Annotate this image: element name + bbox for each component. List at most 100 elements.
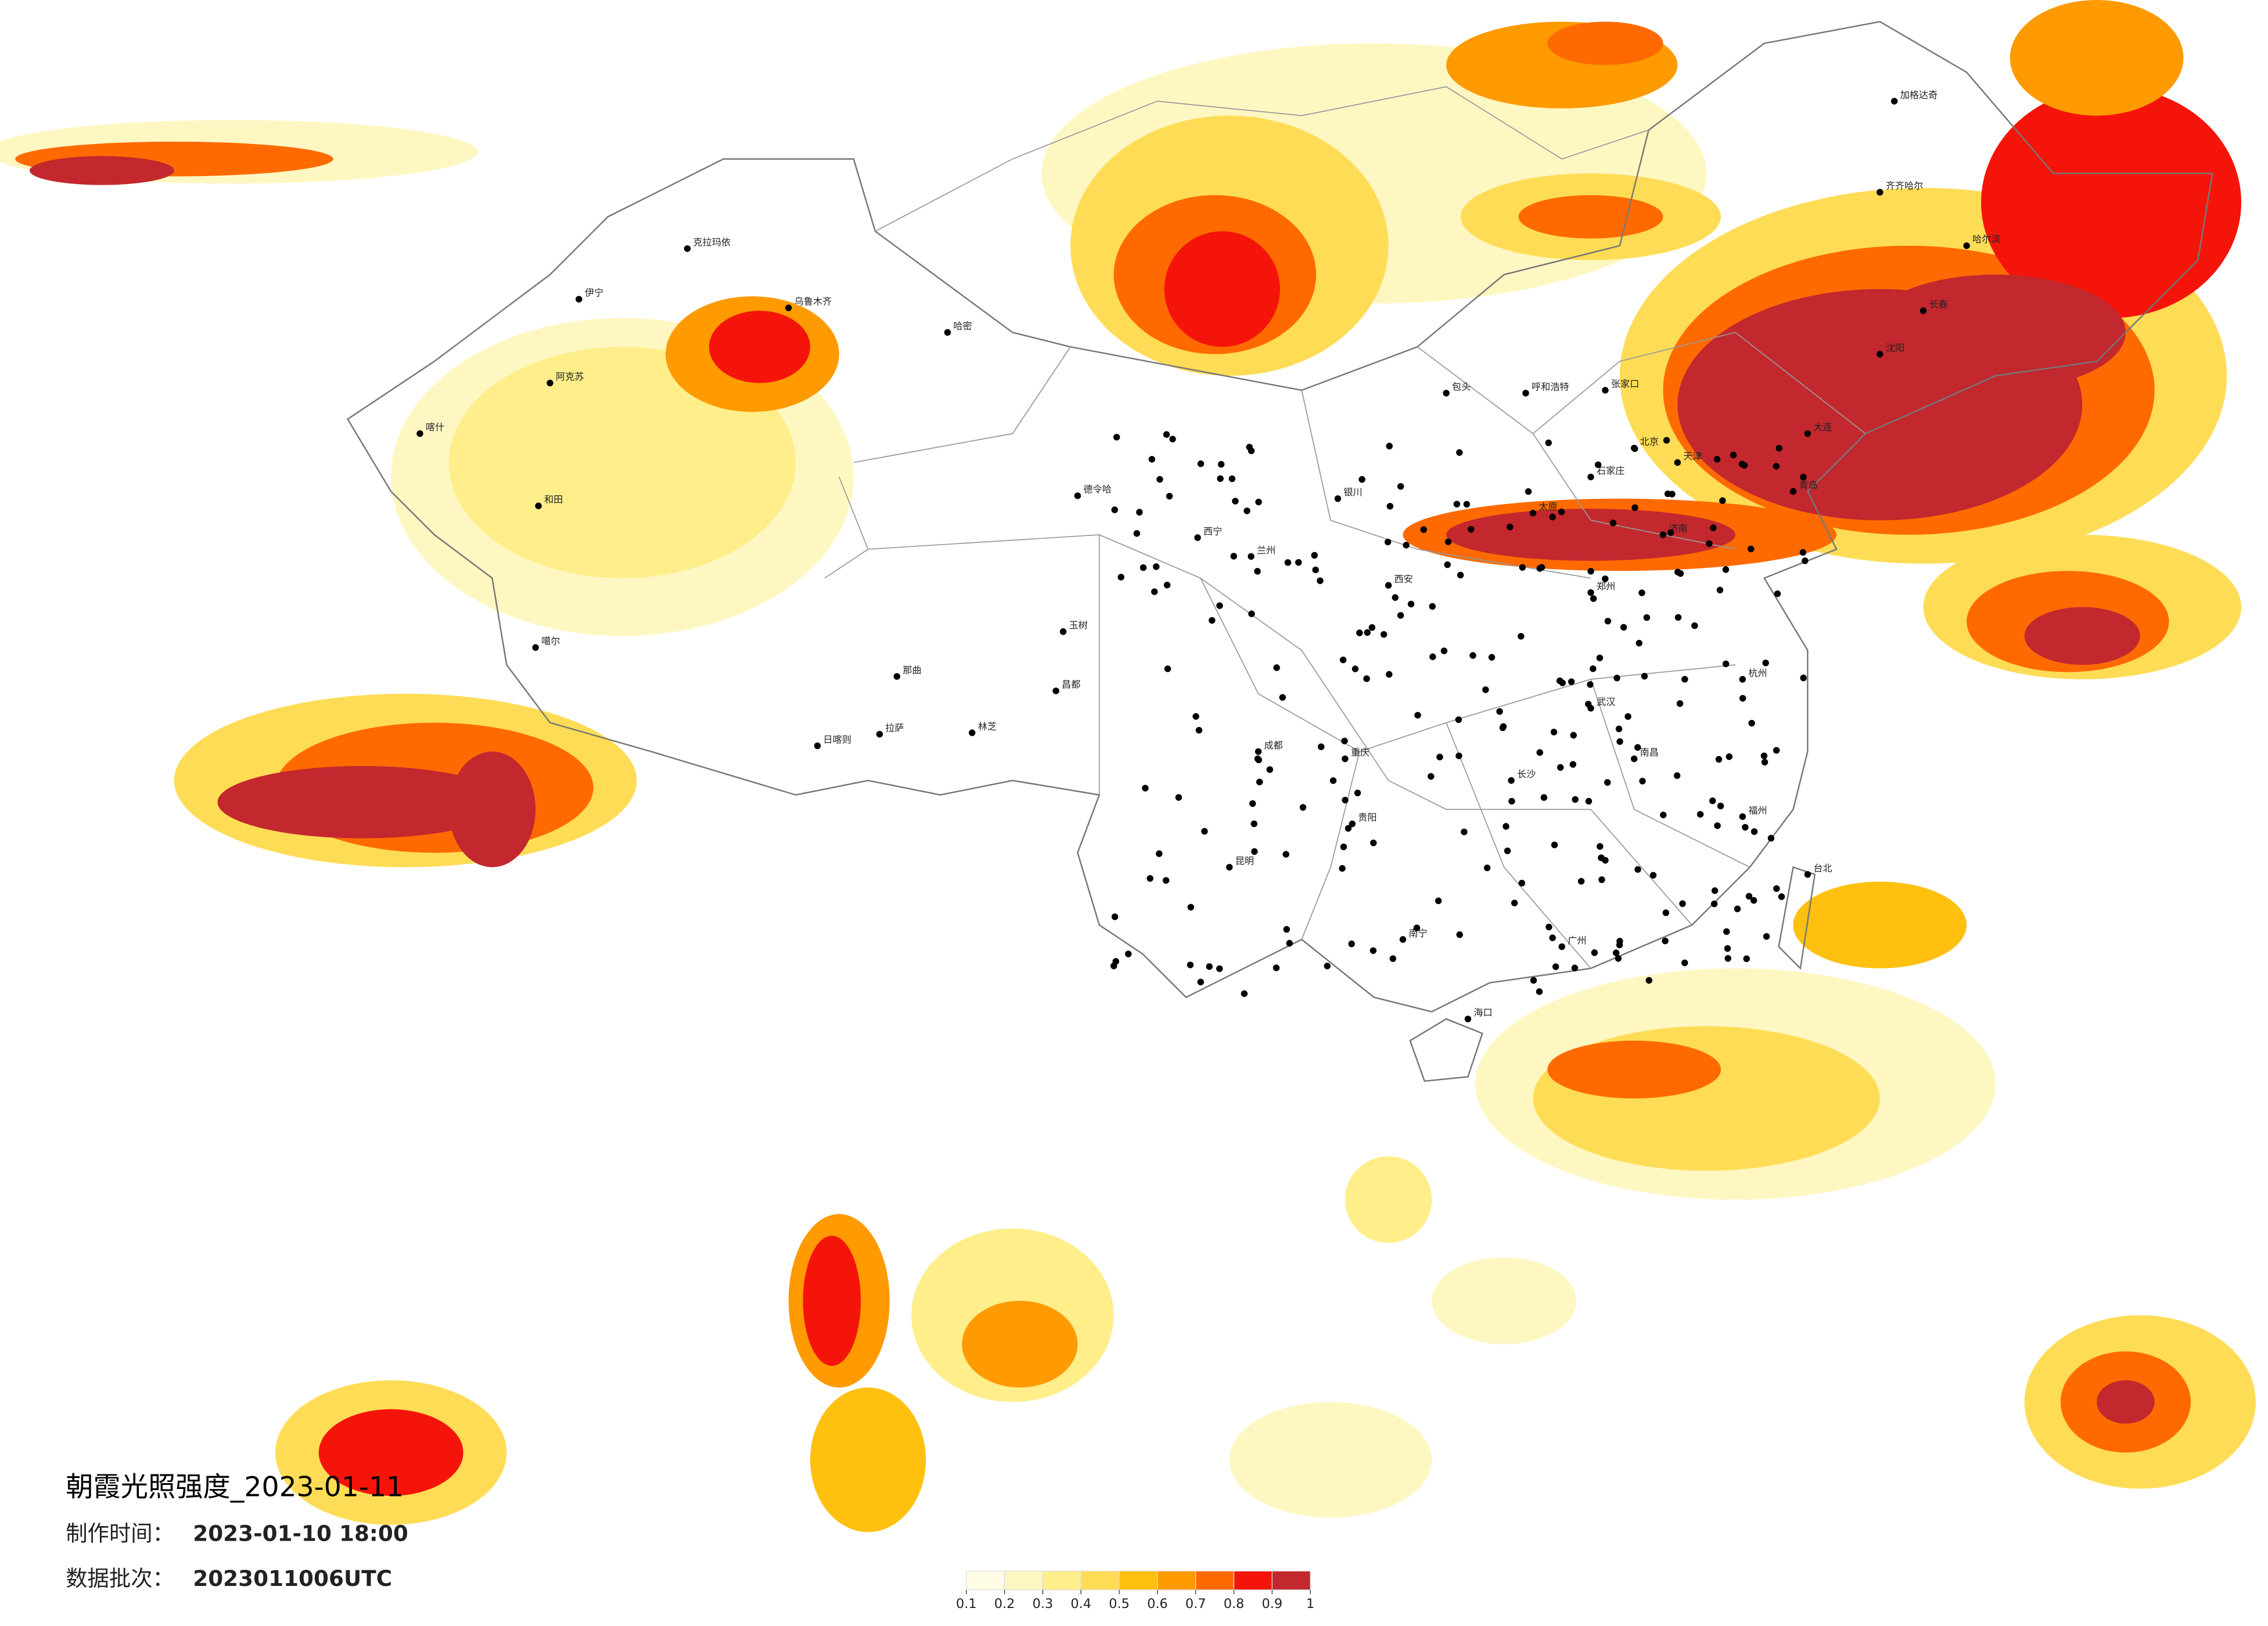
city-dot (1552, 963, 1559, 970)
city-dot (1312, 566, 1319, 574)
city-dot (1345, 825, 1352, 832)
city-dot (1151, 588, 1158, 595)
city-label: 海口 (1473, 1007, 1492, 1018)
city-dot (1156, 476, 1163, 483)
city-dot (1681, 675, 1688, 683)
city-dot (1354, 789, 1361, 797)
city-label: 乌鲁木齐 (795, 296, 832, 307)
city-dot (1616, 738, 1623, 745)
city-dot (1197, 979, 1205, 985)
batch: 2023011006UTC (193, 1566, 392, 1591)
intensity-area (29, 156, 174, 185)
city-label: 长春 (1929, 299, 1947, 310)
city-dot (944, 329, 951, 336)
city-dot (1249, 800, 1256, 807)
legend-tick-label: 0.9 (1262, 1596, 1283, 1611)
city-dot (1358, 476, 1365, 483)
city-dot (1206, 963, 1213, 970)
city-dot (1052, 687, 1059, 695)
city-label: 林芝 (978, 721, 997, 732)
city-dot (1602, 387, 1609, 394)
city-dot (1356, 629, 1363, 636)
city-label: 喀什 (426, 422, 444, 433)
city-dot (1461, 828, 1468, 836)
city-dot (1549, 934, 1556, 941)
city-dot (1662, 937, 1669, 945)
city-dot (1715, 756, 1723, 763)
city-label: 青岛 (1799, 480, 1817, 491)
city-dot (1743, 955, 1750, 962)
city-label: 银川 (1343, 487, 1362, 498)
city-dot (1286, 940, 1293, 947)
intensity-area (810, 1387, 926, 1533)
intensity-area (962, 1301, 1078, 1388)
city-dot (1634, 866, 1641, 873)
city-dot (1558, 508, 1565, 516)
city-dot (1317, 743, 1325, 750)
city-dot (1148, 456, 1156, 463)
legend-tick-label: 0.3 (1033, 1596, 1054, 1611)
city-dot (1349, 820, 1356, 828)
city-dot (1348, 940, 1355, 948)
city-dot (1317, 577, 1324, 584)
city-dot (1773, 463, 1780, 470)
city-label: 武汉 (1597, 696, 1615, 707)
city-dot (1598, 876, 1605, 883)
legend-swatch (1042, 1570, 1081, 1591)
city-dot (1389, 955, 1397, 962)
city-dot (1435, 897, 1442, 904)
city-dot (1667, 529, 1674, 536)
legend-swatch (1080, 1570, 1120, 1591)
legend-swatch (1271, 1570, 1311, 1591)
city-dot (1256, 778, 1263, 786)
city-dot (1594, 461, 1602, 469)
city-dot (1420, 526, 1428, 533)
city-dot (1639, 778, 1646, 785)
city-label: 成都 (1264, 740, 1283, 751)
city-dot (1706, 540, 1713, 547)
city-dot (1587, 473, 1594, 481)
city-dot (1342, 755, 1349, 762)
city-label: 噶尔 (541, 636, 560, 647)
city-dot (1540, 794, 1548, 801)
city-dot (1730, 451, 1737, 459)
legend-tick-label: 0.5 (1109, 1596, 1130, 1611)
city-dot (1800, 473, 1807, 481)
city-dot (1352, 665, 1359, 672)
city-dot (1482, 686, 1489, 693)
city-dot (1273, 964, 1280, 972)
city-dot (1799, 549, 1807, 556)
city-dot (1142, 785, 1149, 792)
city-dot (1662, 909, 1670, 916)
city-label: 南昌 (1640, 747, 1659, 758)
city-dot (1724, 945, 1731, 952)
city-dot (1192, 713, 1199, 720)
legend-tick-label: 0.1 (956, 1596, 977, 1611)
city-dot (1679, 900, 1686, 907)
city-dot (1545, 439, 1552, 447)
legend-tick-label: 0.8 (1224, 1596, 1245, 1611)
city-dot (1241, 990, 1248, 997)
city-dot (1125, 950, 1132, 958)
city-dot (1397, 611, 1404, 619)
city-dot (1674, 459, 1681, 466)
city-dot (1386, 671, 1393, 678)
city-dot (1496, 708, 1503, 715)
city-dot (1669, 491, 1676, 498)
intensity-area (1164, 231, 1280, 347)
city-dot (532, 644, 539, 651)
city-dot (1649, 872, 1657, 879)
city-dot (1209, 617, 1216, 624)
city-dot (1133, 530, 1141, 537)
city-dot (1748, 720, 1755, 727)
city-dot (1558, 943, 1565, 950)
city-dot (1615, 955, 1622, 962)
intensity-area (217, 766, 507, 839)
city-dot (1488, 654, 1496, 661)
city-dot (1631, 504, 1638, 511)
city-dot (1508, 797, 1515, 805)
city-dot (785, 304, 792, 311)
legend-tick-label: 0.6 (1147, 1596, 1168, 1611)
city-label: 西安 (1394, 574, 1413, 585)
city-dot (1722, 660, 1730, 667)
